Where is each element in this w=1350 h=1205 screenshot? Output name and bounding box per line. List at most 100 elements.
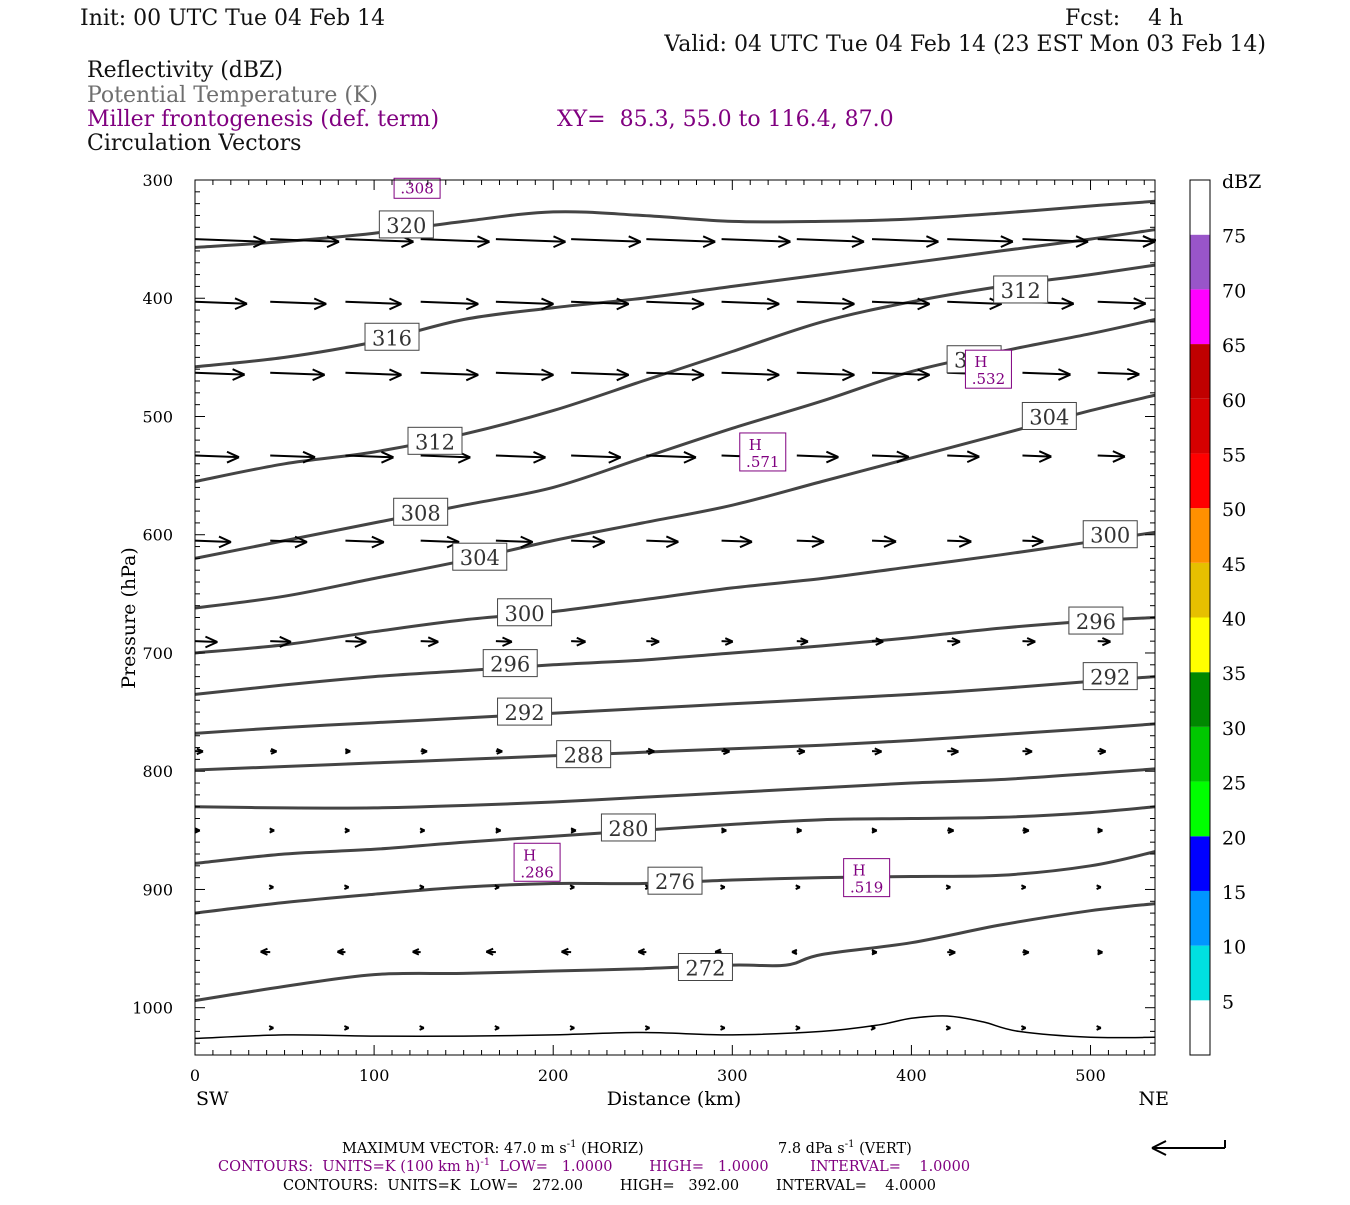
colorbar-swatch [1190, 563, 1210, 618]
theta-label: 300 [498, 599, 552, 626]
footer-vert-end: (VERT) [855, 1141, 912, 1157]
frontogenesis-max-marker: H [853, 862, 866, 880]
x-tick-label: 0 [190, 1066, 200, 1085]
colorbar-swatch [1190, 1000, 1210, 1055]
footer-fronto-sup: -1 [480, 1157, 490, 1168]
colorbar-swatch [1190, 508, 1210, 563]
theta-label-text: 296 [490, 653, 530, 677]
footer: MAXIMUM VECTOR: 47.0 m s-1 (HORIZ) 7.8 d… [218, 1139, 1225, 1194]
frontogenesis-max: H.286 [514, 843, 560, 881]
theta-label-text: 280 [608, 817, 648, 841]
theta-label: 304 [1022, 402, 1076, 429]
reference-vector-icon [1152, 1140, 1225, 1155]
field-reflectivity: Reflectivity (dBZ) [87, 58, 283, 83]
colorbar-level-label: 35 [1222, 663, 1246, 685]
colorbar-swatch [1190, 235, 1210, 290]
frontogenesis-max: H.519 [844, 859, 890, 897]
x-tick-label: 200 [538, 1066, 569, 1085]
colorbar-level-label: 65 [1222, 335, 1246, 357]
theta-label-text: 292 [505, 701, 545, 725]
frontogenesis-max-value: .571 [746, 453, 779, 471]
theta-label-text: 296 [1076, 610, 1116, 634]
colorbar-level-label: 30 [1222, 718, 1246, 740]
theta-label-text: 300 [505, 602, 545, 626]
frontogenesis-max-value: .308 [400, 179, 433, 197]
footer-fronto-a: CONTOURS: UNITS=K (100 km h) [218, 1159, 480, 1175]
y-tick-label: 500 [142, 407, 173, 426]
theta-label-text: 312 [1001, 279, 1041, 303]
x-tick-label: 400 [896, 1066, 927, 1085]
y-tick-label: 700 [142, 644, 173, 663]
theta-label: 292 [498, 698, 552, 725]
colorbar-swatch [1190, 180, 1210, 235]
footer-vert-sup: -1 [845, 1139, 855, 1150]
theta-label: 316 [365, 323, 419, 350]
colorbar-swatch [1190, 399, 1210, 454]
y-tick-label: 1000 [132, 999, 173, 1018]
colorbar-level-label: 75 [1222, 226, 1246, 248]
theta-label: 272 [678, 954, 732, 981]
field-frontogenesis: Miller frontogenesis (def. term) [87, 107, 439, 132]
x-tick-label: 100 [359, 1066, 390, 1085]
x-tick-label: 500 [1075, 1066, 1106, 1085]
theta-label: 312 [408, 427, 462, 454]
colorbar-level-label: 10 [1222, 937, 1246, 959]
theta-label: 320 [379, 211, 433, 238]
frontogenesis-max: H.571 [740, 433, 786, 471]
theta-label-text: 300 [1090, 524, 1130, 548]
theta-label-text: 292 [1090, 666, 1130, 690]
colorbar-swatch [1190, 344, 1210, 399]
colorbar-swatch [1190, 836, 1210, 891]
theta-label: 276 [648, 867, 702, 894]
theta-label-text: 316 [372, 326, 412, 350]
colorbar-swatch [1190, 727, 1210, 782]
sw-end-label: SW [196, 1088, 229, 1110]
colorbar-swatch [1190, 672, 1210, 727]
colorbar-level-label: 55 [1222, 444, 1246, 466]
frontogenesis-max: H.532 [965, 350, 1011, 388]
theta-label: 292 [1083, 663, 1137, 690]
footer-horiz-end: (HORIZ) [576, 1141, 643, 1157]
theta-label: 308 [394, 498, 448, 525]
theta-label-text: 272 [685, 957, 725, 981]
init-time: Init: 00 UTC Tue 04 Feb 14 [80, 6, 385, 31]
theta-label: 296 [483, 650, 537, 677]
footer-fronto-contours: CONTOURS: UNITS=K (100 km h)-1 LOW= 1.00… [218, 1157, 970, 1175]
y-tick-label: 400 [142, 289, 173, 308]
theta-label: 300 [1083, 521, 1137, 548]
theta-label-text: 304 [1029, 405, 1069, 429]
forecast-hour: Fcst: 4 h [1065, 6, 1183, 31]
theta-label: 296 [1069, 607, 1123, 634]
footer-vert-text: 7.8 dPa s [778, 1141, 845, 1157]
plot-area: 3203163123123083083043043003002962962922… [132, 171, 1155, 1085]
frontogenesis-max-marker: H [523, 846, 536, 864]
ne-end-label: NE [1139, 1088, 1170, 1110]
colorbar-level-label: 5 [1222, 991, 1234, 1013]
y-axis-label: Pressure (hPa) [118, 547, 140, 689]
field-vectors: Circulation Vectors [87, 131, 301, 156]
footer-max-vector-horiz: MAXIMUM VECTOR: 47.0 m s-1 (HORIZ) [342, 1139, 644, 1157]
colorbar-title: dBZ [1222, 171, 1261, 193]
colorbar-level-label: 45 [1222, 554, 1246, 576]
theta-label: 280 [601, 814, 655, 841]
frontogenesis-max: .308 [394, 178, 440, 198]
theta-label-text: 304 [460, 546, 500, 570]
theta-label: 312 [994, 276, 1048, 303]
colorbar-level-label: 25 [1222, 773, 1246, 795]
colorbar-level-label: 15 [1222, 882, 1246, 904]
footer-theta-contours: CONTOURS: UNITS=K LOW= 272.00 HIGH= 392.… [283, 1178, 936, 1194]
frontogenesis-max-value: .519 [850, 879, 883, 897]
footer-horiz-text: MAXIMUM VECTOR: 47.0 m s [342, 1141, 567, 1157]
colorbar-swatch [1190, 618, 1210, 673]
x-axis-label: Distance (km) [607, 1088, 742, 1110]
colorbar-swatch [1190, 891, 1210, 946]
frontogenesis-max-value: .286 [520, 863, 553, 881]
cross-section-endpoints: XY= 85.3, 55.0 to 116.4, 87.0 [557, 107, 894, 132]
footer-fronto-b: LOW= 1.0000 HIGH= 1.0000 INTERVAL= 1.000… [490, 1159, 970, 1175]
field-theta: Potential Temperature (K) [87, 83, 378, 108]
frontogenesis-max-value: .532 [972, 370, 1005, 388]
theta-label-text: 312 [415, 430, 455, 454]
